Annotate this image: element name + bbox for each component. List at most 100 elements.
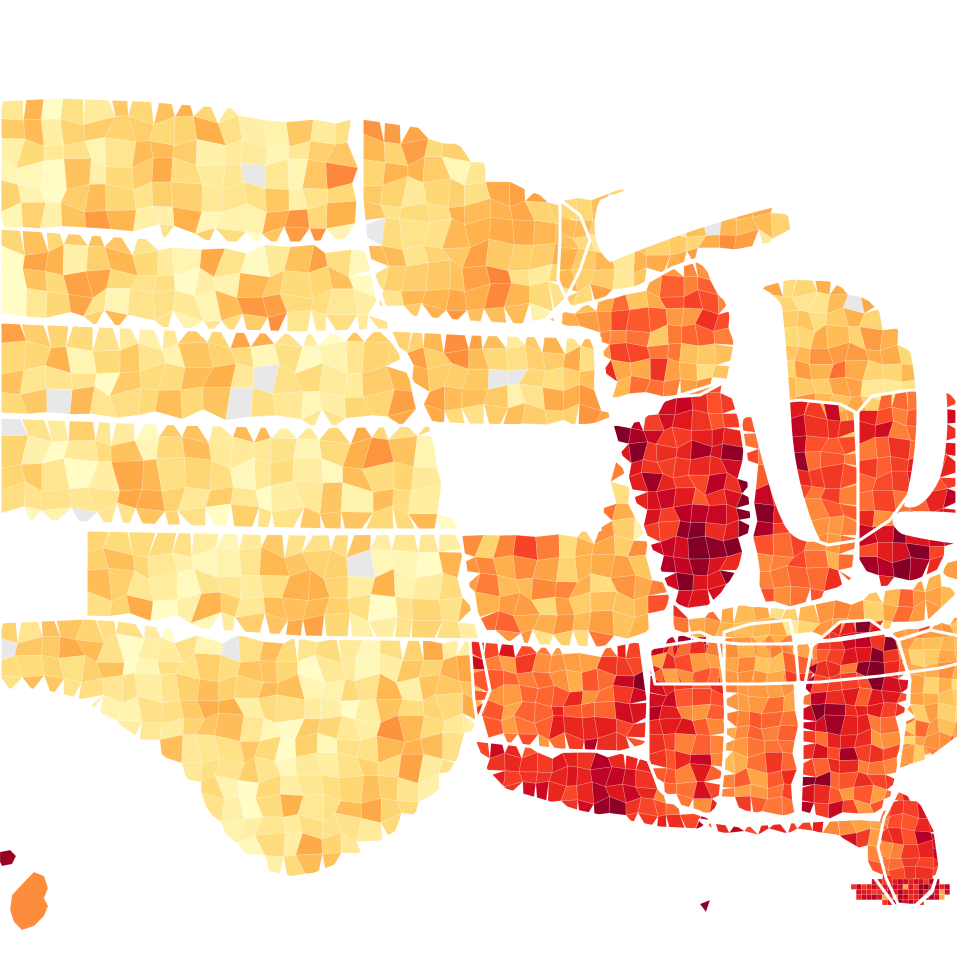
puerto-rico-municipio[interactable] (876, 889, 883, 895)
county-polygon[interactable] (494, 629, 522, 643)
puerto-rico-municipio[interactable] (861, 884, 867, 890)
county-polygon[interactable] (272, 391, 304, 420)
puerto-rico-municipio[interactable] (923, 878, 930, 885)
county-polygon[interactable] (445, 288, 468, 311)
puerto-rico-municipio[interactable] (871, 889, 878, 895)
county-polygon[interactable] (937, 649, 957, 664)
puerto-rico-municipio[interactable] (866, 884, 872, 890)
county-polygon[interactable] (692, 574, 708, 591)
county-polygon[interactable] (590, 591, 618, 612)
county-polygon[interactable] (239, 546, 262, 577)
county-polygon[interactable] (824, 689, 846, 705)
county-polygon[interactable] (883, 648, 901, 663)
puerto-rico-municipio[interactable] (902, 889, 909, 895)
county-polygon[interactable] (566, 765, 578, 787)
county-polygon[interactable] (857, 490, 875, 512)
county-polygon[interactable] (921, 637, 944, 650)
county-polygon[interactable] (942, 488, 957, 509)
county-polygon[interactable] (665, 749, 676, 771)
county-polygon[interactable] (319, 482, 343, 515)
counties-layer[interactable] (0, 96, 957, 931)
puerto-rico-municipio[interactable] (902, 884, 909, 890)
puerto-rico-municipio[interactable] (939, 894, 945, 900)
county-polygon[interactable] (575, 197, 593, 222)
county-polygon[interactable] (581, 702, 595, 719)
county-polygon[interactable] (275, 694, 305, 723)
county-polygon[interactable] (675, 572, 694, 591)
county-polygon[interactable] (264, 188, 290, 213)
county-polygon[interactable] (41, 118, 64, 147)
puerto-rico-municipio[interactable] (939, 884, 945, 890)
county-polygon[interactable] (813, 784, 831, 805)
county-polygon[interactable] (151, 157, 173, 183)
county-polygon[interactable] (866, 760, 886, 775)
hawaii-county[interactable] (9, 871, 49, 931)
county-polygon[interactable] (196, 678, 219, 702)
county-polygon[interactable] (939, 477, 957, 489)
county-polygon[interactable] (391, 533, 419, 553)
county-polygon[interactable] (882, 363, 902, 383)
county-polygon[interactable] (394, 616, 413, 639)
county-polygon[interactable] (667, 324, 682, 345)
county-polygon[interactable] (872, 490, 897, 513)
county-polygon[interactable] (954, 634, 957, 653)
county-polygon[interactable] (134, 658, 161, 675)
county-polygon[interactable] (910, 674, 925, 694)
puerto-rico-municipio[interactable] (861, 889, 867, 895)
county-polygon[interactable] (155, 436, 185, 460)
county-polygon[interactable] (139, 721, 162, 740)
county-polygon[interactable] (855, 620, 872, 633)
county-polygon[interactable] (304, 696, 321, 720)
county-polygon[interactable] (625, 307, 651, 333)
puerto-rico-municipio[interactable] (856, 884, 862, 890)
county-polygon[interactable] (951, 688, 957, 709)
puerto-rico-municipio[interactable] (908, 884, 914, 890)
county-polygon[interactable] (663, 782, 677, 795)
county-polygon[interactable] (324, 612, 351, 638)
county-polygon[interactable] (801, 730, 816, 744)
county-polygon[interactable] (62, 244, 89, 276)
county-polygon[interactable] (344, 373, 364, 398)
county-polygon[interactable] (705, 504, 727, 526)
puerto-rico-municipio[interactable] (934, 889, 940, 895)
county-polygon[interactable] (855, 646, 872, 663)
puerto-rico-municipio[interactable] (856, 894, 862, 900)
puerto-rico-municipio[interactable] (850, 884, 857, 890)
county-polygon[interactable] (609, 330, 627, 345)
county-polygon[interactable] (184, 457, 212, 491)
county-polygon[interactable] (950, 625, 957, 637)
county-polygon[interactable] (581, 668, 600, 692)
county-polygon[interactable] (922, 676, 940, 695)
county-polygon[interactable] (954, 650, 957, 662)
county-polygon[interactable] (674, 688, 693, 708)
county-polygon[interactable] (810, 691, 828, 706)
county-polygon[interactable] (736, 710, 751, 728)
puerto-rico-municipio[interactable] (897, 878, 904, 885)
county-polygon[interactable] (542, 386, 564, 412)
hawaii-maui-county[interactable] (0, 849, 17, 867)
puerto-rico-municipio[interactable] (892, 884, 898, 890)
county-polygon[interactable] (361, 158, 386, 187)
county-polygon[interactable] (0, 369, 25, 395)
puerto-rico-municipio[interactable] (902, 878, 909, 885)
county-polygon[interactable] (237, 780, 259, 799)
county-polygon[interactable] (572, 610, 592, 631)
county-polygon[interactable] (0, 340, 27, 375)
county-polygon[interactable] (25, 288, 48, 319)
county-polygon[interactable] (696, 343, 716, 366)
county-polygon[interactable] (659, 274, 685, 298)
county-polygon[interactable] (285, 619, 304, 638)
county-polygon[interactable] (535, 534, 560, 561)
county-polygon[interactable] (882, 588, 901, 607)
puerto-rico-municipio[interactable] (934, 894, 940, 900)
county-polygon[interactable] (279, 270, 314, 299)
county-polygon[interactable] (857, 510, 875, 528)
puerto-rico-municipio[interactable] (866, 894, 872, 900)
county-polygon[interactable] (888, 436, 911, 460)
puerto-rico-municipio[interactable] (908, 894, 914, 900)
county-polygon[interactable] (753, 502, 775, 524)
county-polygon[interactable] (0, 675, 23, 691)
county-polygon[interactable] (40, 96, 64, 120)
puerto-rico-municipio[interactable] (918, 878, 924, 885)
